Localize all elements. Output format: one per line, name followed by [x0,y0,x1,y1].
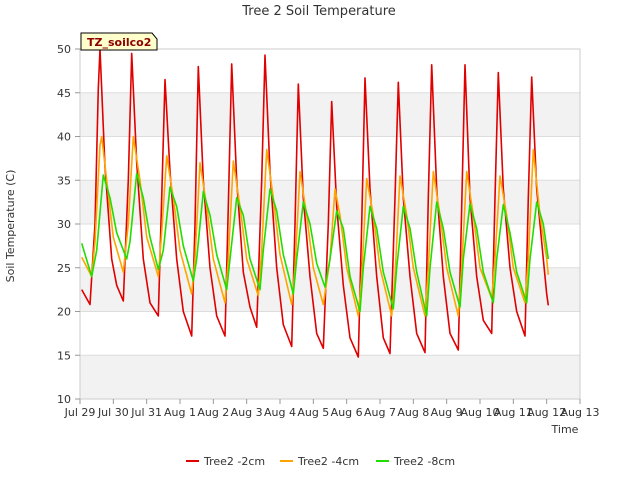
grid-band [80,92,580,137]
y-tick-label: 40 [57,131,71,144]
x-tick-label: Aug 1 [164,406,196,419]
y-tick-label: 25 [57,262,71,275]
annotation-badge-box [80,32,158,51]
y-tick-label: 30 [57,218,71,231]
x-tick-label: Aug 5 [297,406,329,419]
grid-band [80,355,580,399]
y-tick-label: 45 [57,87,71,100]
x-tick-label: Jul 31 [130,406,162,419]
x-tick-label: Aug 4 [264,406,296,419]
x-tick-label: Aug 3 [231,406,263,419]
legend: Tree2 -2cm Tree2 -4cm Tree2 -8cm [186,455,455,468]
y-tick-label: 10 [57,393,71,406]
legend-label: Tree2 -8cm [393,455,455,468]
x-tick-label: Aug 12 [527,406,566,419]
annotation-badge-text: TZ_soilco2 [87,36,151,49]
y-tick-label: 20 [57,306,71,319]
series-lines [80,48,550,358]
y-axis-ticks: 10 15 20 25 30 35 40 45 50 [57,43,80,406]
series-line-1 [81,48,550,358]
y-tick-label: 15 [57,349,71,362]
y-tick-label: 35 [57,174,71,187]
series-line-3 [80,172,550,317]
chart-title: Tree 2 Soil Temperature [241,4,396,19]
x-tick-label: Aug 13 [561,406,600,419]
legend-label: Tree2 -4cm [297,455,359,468]
x-axis-label: Time [551,423,579,436]
annotation-badge: TZ_soilco2 [80,32,158,51]
y-axis-label: Soil Temperature (C) [4,170,17,283]
x-tick-label: Aug 6 [331,406,363,419]
x-tick-label: Jul 30 [97,406,129,419]
x-axis-ticks: Jul 29 Jul 30 Jul 31 Aug 1 Aug 2 Aug 3 Aug 4 Au… [64,399,600,419]
x-tick-label: Aug 7 [364,406,396,419]
x-tick-label: Aug 9 [431,406,463,419]
grid-band [80,267,580,312]
legend-label: Tree2 -2cm [203,455,265,468]
x-tick-label: Aug 2 [197,406,229,419]
x-tick-label: Aug 11 [494,406,533,419]
x-tick-label: Jul 29 [64,406,96,419]
y-tick-label: 50 [57,43,71,56]
x-tick-label: Aug 10 [461,406,500,419]
x-tick-label: Aug 8 [397,406,429,419]
